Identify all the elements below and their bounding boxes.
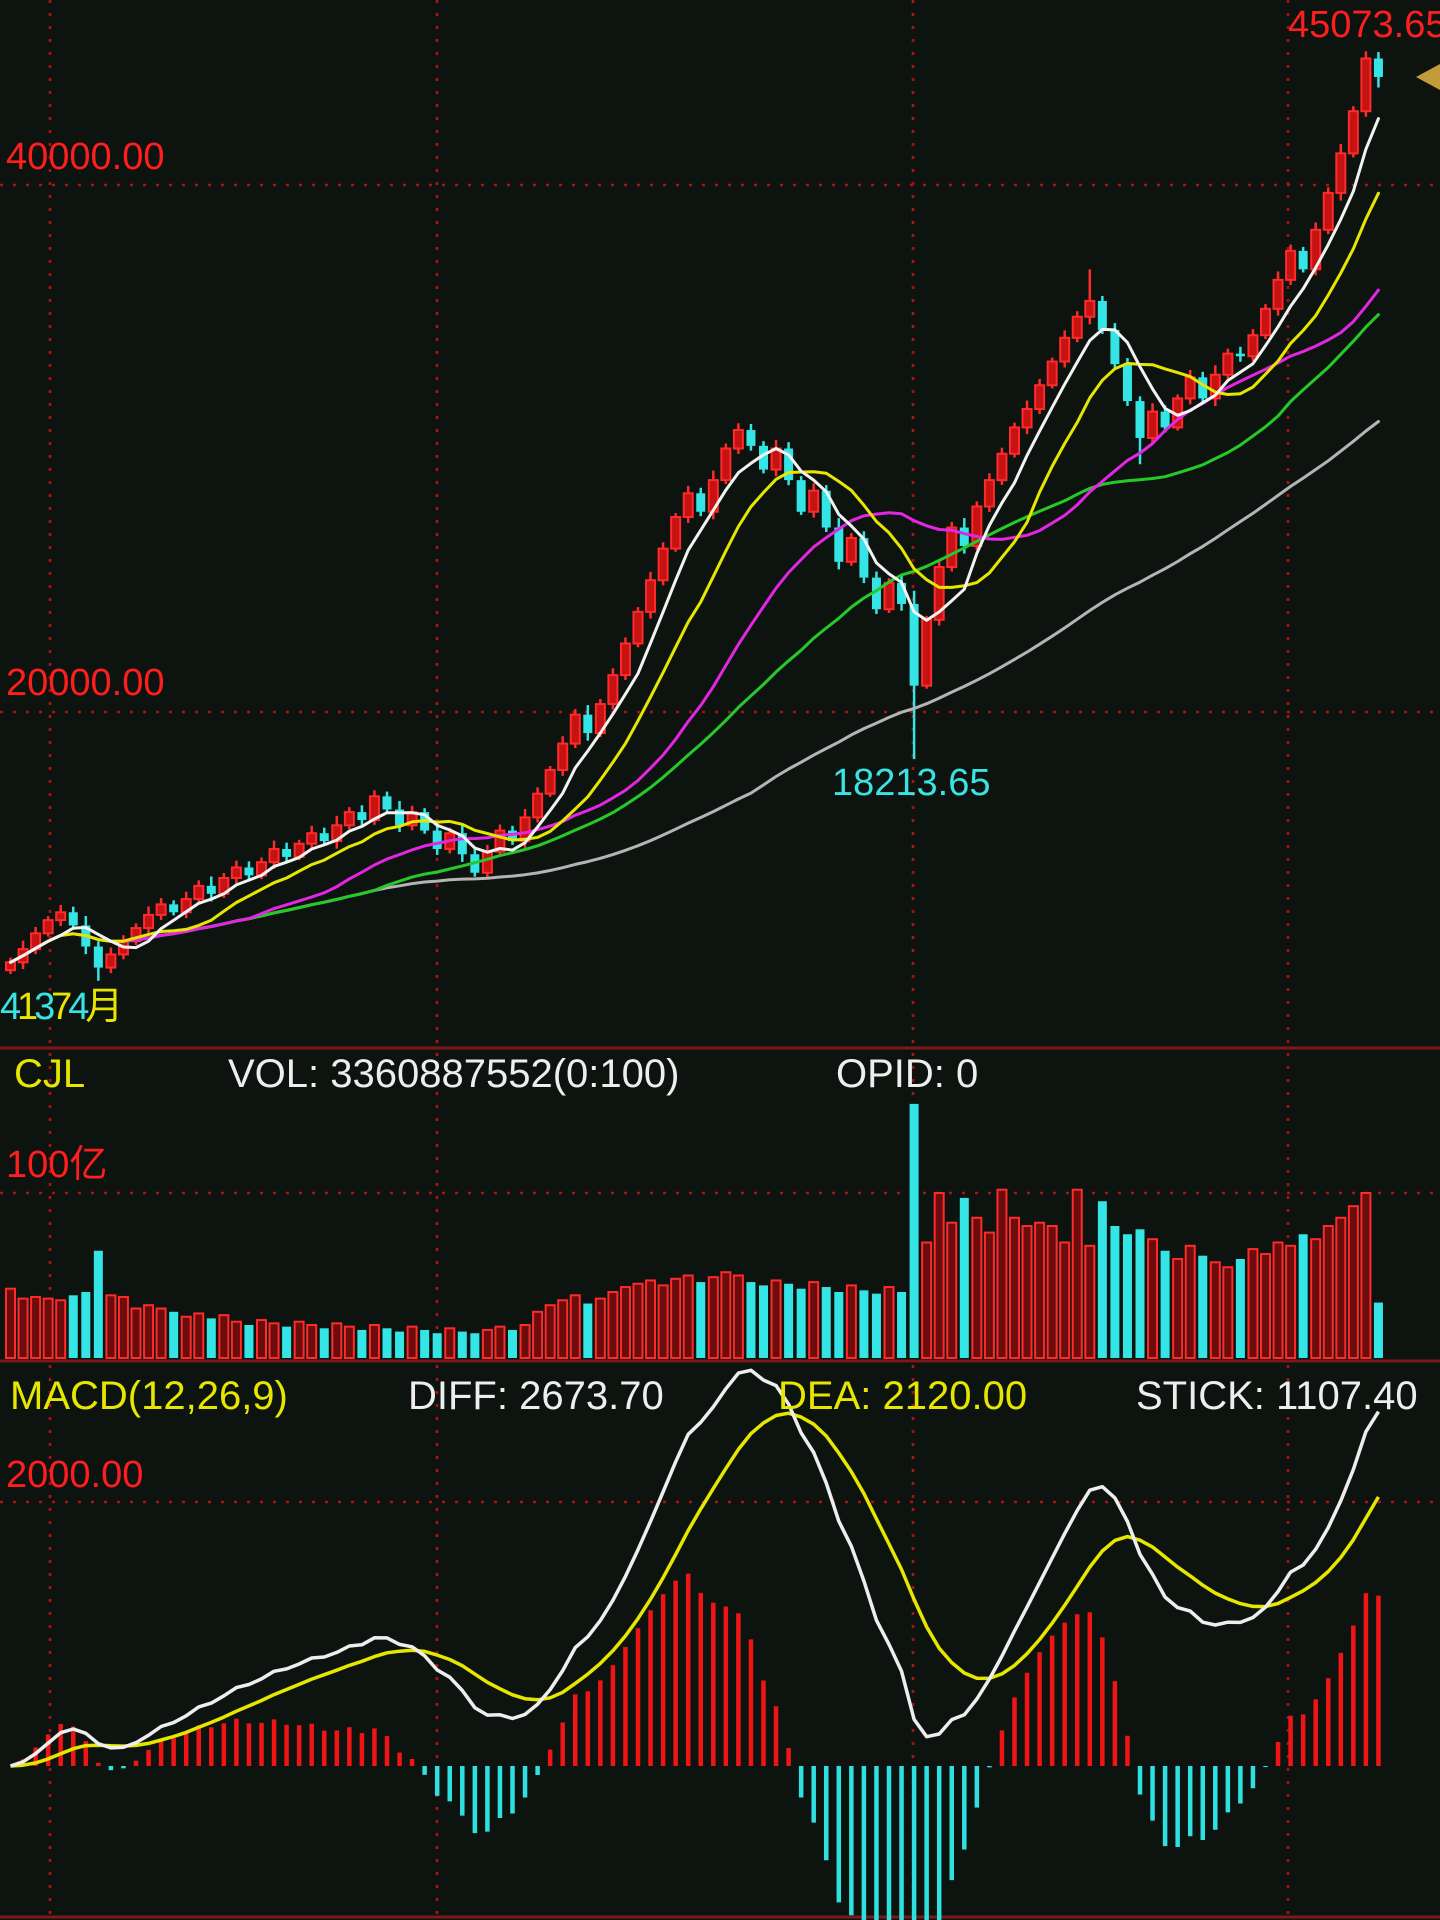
price-axis-tick-20000: 20000.00 xyxy=(6,662,165,704)
macd-dea-readout: DEA: 2120.00 xyxy=(778,1374,1028,1418)
x-axis-label-month: 17月 xyxy=(17,986,137,1028)
volume-value-readout: VOL: 3360887552(0:100) xyxy=(228,1052,680,1096)
macd-axis-tick: 2000.00 xyxy=(6,1454,144,1496)
last-price-arrow-icon xyxy=(1416,64,1440,90)
macd-stick-readout: STICK: 1107.40 xyxy=(1136,1374,1418,1418)
x-axis-label-cyan: 434 xyxy=(0,986,103,1028)
volume-axis-tick: 100亿 xyxy=(6,1144,108,1186)
opid-value-readout: OPID: 0 xyxy=(836,1052,979,1096)
low-price-label: 18213.65 xyxy=(832,762,991,804)
volume-indicator-name[interactable]: CJL xyxy=(14,1052,86,1096)
macd-indicator-name[interactable]: MACD(12,26,9) xyxy=(10,1374,288,1418)
price-axis-tick-40000: 40000.00 xyxy=(6,136,165,178)
high-price-label: 45073.65 xyxy=(1288,4,1440,46)
macd-diff-readout: DIFF: 2673.70 xyxy=(408,1374,664,1418)
